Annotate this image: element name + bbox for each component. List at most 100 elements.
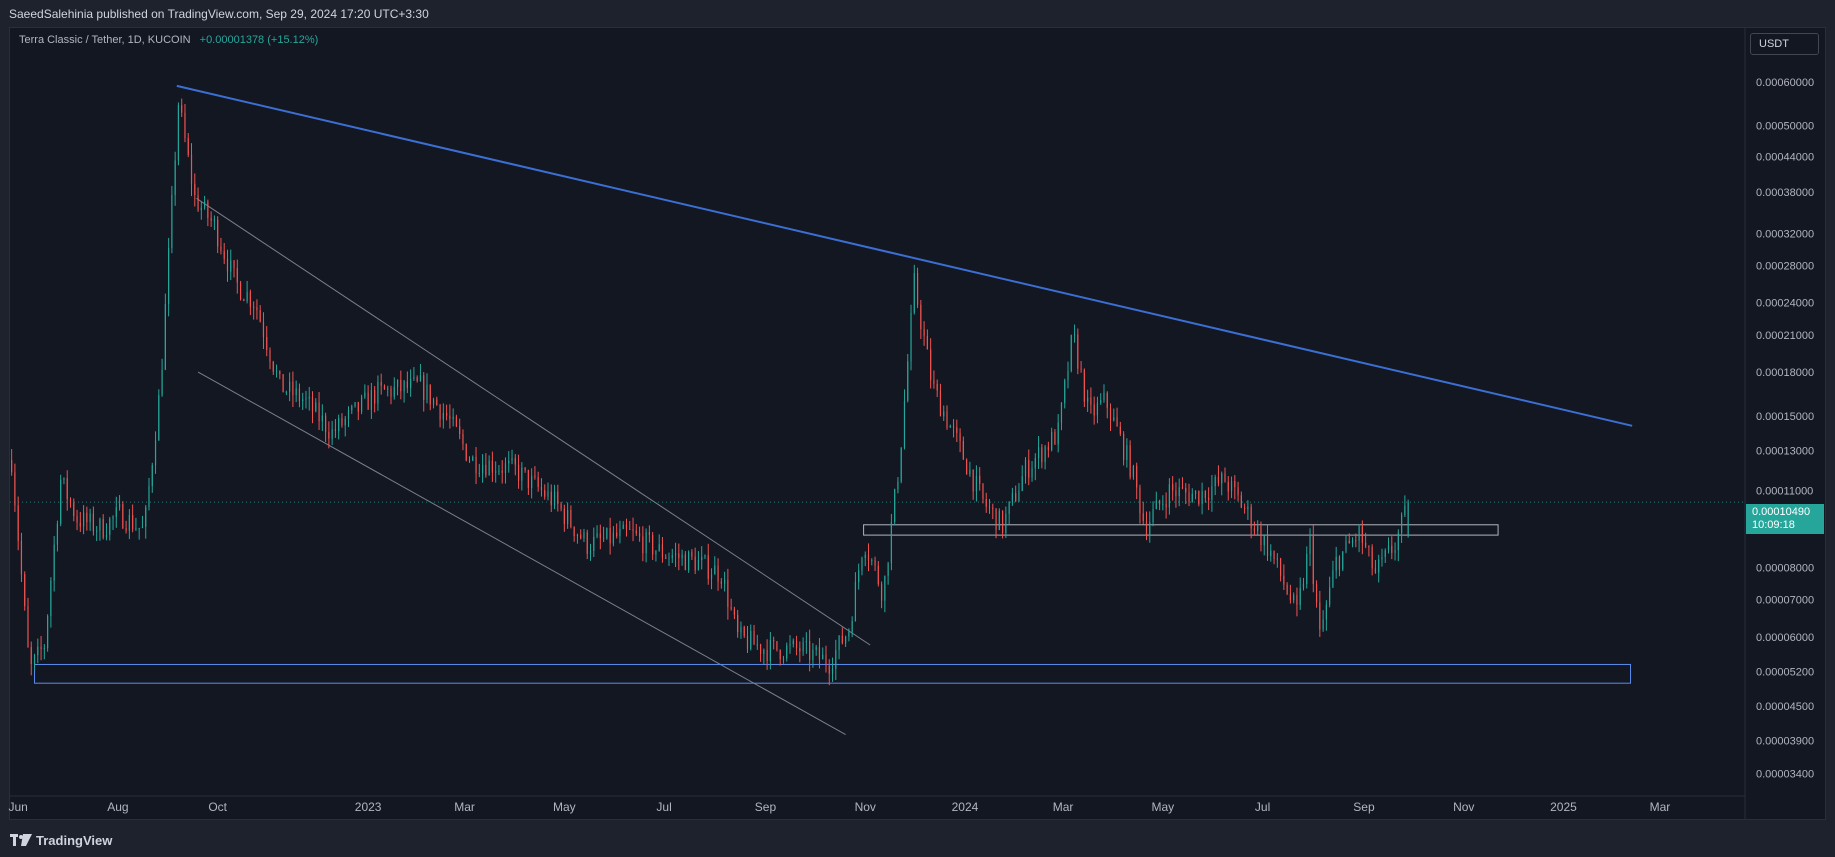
candle-body xyxy=(1214,476,1216,487)
candle-body xyxy=(40,646,42,649)
candle-body xyxy=(710,574,713,579)
tradingview-brand[interactable]: TradingView xyxy=(10,833,112,848)
last-price-tag: 0.00010490 10:09:18 xyxy=(1746,504,1824,534)
currency-button[interactable]: USDT xyxy=(1750,33,1819,55)
candle-body xyxy=(1191,493,1193,503)
candle-body xyxy=(841,635,843,644)
y-tick-label: 0.00015000 xyxy=(1756,411,1814,423)
y-tick-label: 0.00004500 xyxy=(1756,701,1814,713)
candle-body xyxy=(534,475,536,478)
candle-body xyxy=(1266,535,1269,556)
candle-body xyxy=(1253,528,1256,531)
candle-body xyxy=(884,575,886,601)
candle-body xyxy=(550,491,552,506)
candle-body xyxy=(374,389,376,404)
candle-body xyxy=(79,522,81,527)
y-tick-label: 0.00006000 xyxy=(1756,632,1814,644)
candle-body xyxy=(828,665,830,674)
candle-body xyxy=(151,465,153,486)
candle-body xyxy=(1185,487,1187,493)
candle-body xyxy=(943,411,945,417)
candle-body xyxy=(845,636,847,644)
candle-body xyxy=(475,456,477,474)
candle-body xyxy=(1041,447,1043,463)
candle-body xyxy=(511,457,513,461)
candle-body xyxy=(1155,500,1157,510)
candle-body xyxy=(76,516,78,523)
candle-body xyxy=(1047,446,1049,451)
candle-body xyxy=(1279,558,1282,576)
candle-body xyxy=(295,388,297,396)
candle-body xyxy=(743,626,745,636)
candle-body xyxy=(540,487,543,491)
x-tick-label: Sep xyxy=(1353,800,1375,814)
candle-body xyxy=(1083,369,1085,402)
candle-body xyxy=(1355,540,1357,542)
candle-body xyxy=(916,273,919,305)
candle-body xyxy=(1168,484,1170,508)
candle-body xyxy=(419,375,422,382)
candle-body xyxy=(56,523,59,545)
candle-body xyxy=(985,499,987,507)
candle-body xyxy=(1404,505,1406,515)
candle-body xyxy=(390,388,392,397)
candle-body xyxy=(1073,334,1076,336)
candle-body xyxy=(858,570,860,582)
candle-body xyxy=(570,510,572,527)
candle-body xyxy=(122,504,124,529)
candle-body xyxy=(210,217,212,221)
candle-body xyxy=(462,433,464,445)
chart-frame[interactable] xyxy=(9,27,1826,820)
candle-body xyxy=(184,112,186,139)
candle-body xyxy=(763,650,765,655)
candle-body xyxy=(171,194,173,249)
candle-body xyxy=(949,425,951,428)
candle-body xyxy=(1296,594,1298,605)
y-tick-label: 0.00003400 xyxy=(1756,769,1814,781)
y-tick-label: 0.00038000 xyxy=(1756,187,1814,199)
candle-body xyxy=(975,475,978,492)
candle-body xyxy=(979,475,981,484)
x-tick-label: Mar xyxy=(1650,800,1671,814)
candle-body xyxy=(305,398,307,400)
descending-trendline xyxy=(176,84,1633,427)
candle-body xyxy=(563,508,565,525)
candle-body xyxy=(406,381,408,388)
x-tick-label: Jul xyxy=(656,800,671,814)
candle-body xyxy=(285,391,287,393)
candle-body xyxy=(128,514,130,531)
candle-body xyxy=(1358,526,1360,541)
candle-body xyxy=(903,400,906,448)
candle-body xyxy=(789,644,791,646)
candle-body xyxy=(508,460,510,464)
candle-body xyxy=(835,649,837,669)
candle-body xyxy=(678,553,680,559)
candle-body xyxy=(259,310,261,322)
candle-body xyxy=(177,105,180,161)
candle-body xyxy=(132,514,134,530)
candle-body xyxy=(1116,417,1118,427)
candle-body xyxy=(1034,458,1036,469)
candle-body xyxy=(253,306,255,308)
candle-body xyxy=(1335,556,1337,571)
candle-body xyxy=(141,526,144,528)
candle-body xyxy=(982,483,984,500)
candle-body xyxy=(890,522,892,564)
candle-body xyxy=(1384,550,1386,557)
candle-body xyxy=(14,472,16,506)
candle-body xyxy=(619,528,621,537)
candle-body xyxy=(910,312,912,362)
candle-body xyxy=(168,248,170,305)
candle-body xyxy=(33,655,36,664)
candle-body xyxy=(1024,460,1027,477)
x-tick-label: Jul xyxy=(1255,800,1270,814)
candle-body xyxy=(697,560,700,571)
candle-body xyxy=(831,668,834,674)
candle-body xyxy=(1361,526,1363,543)
candle-body xyxy=(148,485,150,508)
candle-body xyxy=(756,644,758,646)
candle-body xyxy=(269,349,271,362)
candle-body xyxy=(203,201,206,208)
candle-body xyxy=(665,557,667,559)
